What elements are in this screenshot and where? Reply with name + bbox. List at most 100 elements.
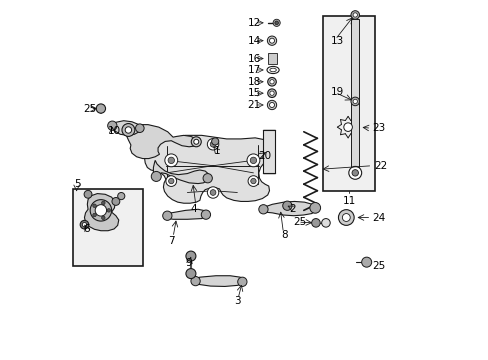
Circle shape [193, 139, 198, 144]
Circle shape [80, 220, 88, 229]
Circle shape [342, 213, 349, 221]
Circle shape [163, 211, 172, 220]
Circle shape [102, 216, 105, 220]
Text: 21: 21 [247, 100, 260, 110]
Circle shape [211, 138, 218, 145]
Polygon shape [110, 121, 141, 135]
Circle shape [135, 124, 144, 132]
Text: 2: 2 [288, 203, 295, 213]
Circle shape [267, 36, 276, 45]
Circle shape [185, 251, 196, 261]
Circle shape [112, 198, 120, 205]
Bar [263, 130, 274, 173]
Text: 3: 3 [234, 296, 241, 306]
Bar [323, 16, 374, 191]
Circle shape [164, 154, 177, 167]
Text: 8: 8 [281, 230, 287, 240]
Circle shape [269, 38, 274, 43]
Circle shape [95, 204, 106, 216]
Circle shape [84, 190, 92, 198]
Circle shape [168, 157, 174, 163]
Circle shape [258, 204, 267, 214]
Circle shape [93, 204, 96, 207]
Circle shape [269, 91, 274, 95]
Text: 13: 13 [330, 36, 344, 46]
Text: 20: 20 [258, 151, 271, 161]
Circle shape [207, 187, 218, 198]
Bar [73, 189, 142, 266]
Circle shape [122, 123, 135, 136]
Text: 6: 6 [83, 224, 89, 234]
Circle shape [107, 208, 110, 212]
Text: 25: 25 [372, 261, 385, 271]
Text: 19: 19 [330, 87, 344, 98]
Circle shape [267, 100, 276, 110]
Text: 7: 7 [167, 236, 174, 246]
Text: 9: 9 [185, 258, 191, 268]
Text: 14: 14 [247, 36, 260, 46]
Text: 1: 1 [213, 146, 220, 156]
Circle shape [309, 203, 320, 213]
Polygon shape [153, 160, 208, 184]
Circle shape [190, 276, 200, 286]
Polygon shape [261, 202, 316, 216]
Text: 12: 12 [247, 18, 260, 28]
Circle shape [93, 213, 96, 217]
Circle shape [247, 176, 258, 186]
Text: 25: 25 [83, 104, 97, 114]
Circle shape [267, 77, 276, 86]
Text: 15: 15 [247, 88, 260, 98]
Polygon shape [124, 125, 198, 158]
Polygon shape [84, 194, 119, 231]
Circle shape [191, 137, 201, 147]
Bar [268, 53, 276, 64]
Circle shape [125, 127, 131, 133]
Text: 25: 25 [292, 217, 305, 227]
Circle shape [352, 99, 357, 104]
Circle shape [269, 80, 274, 84]
Text: 24: 24 [372, 213, 385, 223]
Circle shape [246, 154, 259, 167]
Circle shape [151, 171, 161, 181]
Circle shape [168, 179, 174, 184]
Circle shape [210, 190, 216, 195]
Circle shape [348, 166, 361, 179]
Circle shape [250, 157, 256, 163]
Circle shape [250, 179, 256, 184]
Polygon shape [193, 276, 244, 287]
Circle shape [237, 277, 246, 287]
Text: 4: 4 [190, 203, 197, 213]
Circle shape [338, 210, 353, 225]
Circle shape [102, 201, 105, 205]
Circle shape [267, 89, 276, 98]
Circle shape [272, 19, 280, 26]
Polygon shape [165, 209, 206, 219]
Text: 22: 22 [373, 161, 386, 171]
Circle shape [343, 123, 352, 131]
Polygon shape [141, 135, 272, 203]
Circle shape [203, 174, 212, 183]
Text: 23: 23 [372, 123, 385, 133]
Circle shape [96, 104, 105, 113]
Circle shape [311, 219, 320, 227]
Circle shape [107, 121, 117, 130]
Circle shape [90, 200, 111, 221]
Ellipse shape [269, 68, 276, 72]
Text: 11: 11 [342, 196, 355, 206]
Text: 17: 17 [247, 65, 260, 75]
Circle shape [210, 141, 216, 147]
Circle shape [282, 201, 291, 210]
Circle shape [361, 257, 371, 267]
Circle shape [321, 219, 329, 227]
Bar [350, 19, 358, 171]
Circle shape [82, 222, 86, 227]
Circle shape [350, 11, 359, 19]
Circle shape [201, 210, 210, 219]
Text: 10: 10 [108, 126, 121, 136]
Text: 5: 5 [74, 179, 80, 189]
Circle shape [350, 97, 359, 106]
Circle shape [352, 13, 357, 17]
Text: 16: 16 [247, 54, 260, 64]
Circle shape [165, 176, 176, 186]
Circle shape [269, 103, 274, 108]
